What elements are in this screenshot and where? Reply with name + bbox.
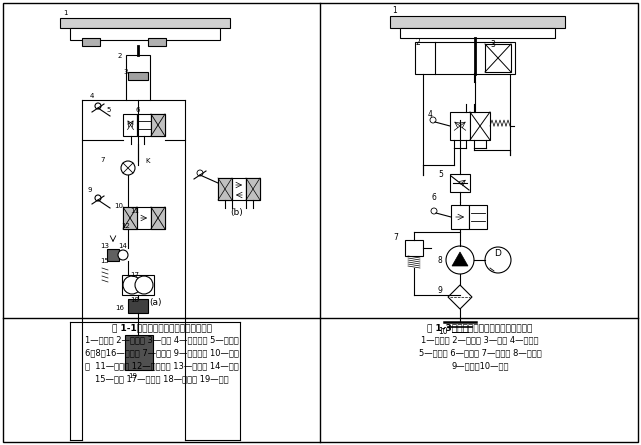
- Bar: [148, 38, 166, 46]
- Circle shape: [446, 246, 474, 274]
- Bar: [128, 72, 148, 80]
- Text: 19: 19: [128, 373, 137, 379]
- Bar: [122, 275, 154, 295]
- Bar: [137, 114, 151, 136]
- Text: 12: 12: [121, 223, 130, 229]
- Text: 9: 9: [88, 187, 92, 193]
- Bar: [218, 178, 232, 200]
- Text: 15: 15: [100, 258, 109, 264]
- Circle shape: [135, 276, 153, 294]
- Text: 9—滤油器10—油箱: 9—滤油器10—油箱: [451, 361, 509, 370]
- Text: 14: 14: [118, 243, 127, 249]
- Bar: [151, 207, 165, 229]
- Text: 3: 3: [123, 69, 128, 75]
- Text: 6: 6: [136, 107, 140, 113]
- Bar: [126, 55, 150, 100]
- Circle shape: [430, 117, 436, 123]
- Text: 18: 18: [130, 297, 139, 303]
- Bar: [450, 112, 470, 140]
- Bar: [70, 28, 220, 40]
- Text: 5: 5: [106, 107, 110, 113]
- Text: 1: 1: [392, 6, 397, 15]
- Text: (b): (b): [231, 208, 244, 217]
- Bar: [470, 112, 490, 140]
- Bar: [123, 207, 137, 229]
- Text: 15—弹簧 17—液压泵 18—滤油器 19—油箱: 15—弹簧 17—液压泵 18—滤油器 19—油箱: [95, 374, 229, 383]
- Circle shape: [121, 161, 135, 175]
- Bar: [137, 207, 151, 229]
- Bar: [151, 207, 165, 229]
- Bar: [405, 240, 423, 256]
- Text: 图 1-3机床工作台液压系统的图形符号图: 图 1-3机床工作台液压系统的图形符号图: [428, 323, 533, 332]
- Bar: [415, 42, 515, 74]
- Circle shape: [123, 276, 141, 294]
- Text: 5—节流阀 6—开停阀 7—溢流阀 8—液压泵: 5—节流阀 6—开停阀 7—溢流阀 8—液压泵: [419, 348, 542, 357]
- Text: 13: 13: [100, 243, 109, 249]
- Text: 1: 1: [63, 10, 67, 16]
- Text: K: K: [145, 158, 149, 164]
- Circle shape: [485, 247, 511, 273]
- Bar: [485, 44, 511, 72]
- Text: 8: 8: [438, 256, 443, 265]
- Bar: [107, 249, 119, 261]
- Bar: [218, 178, 232, 200]
- Text: 7: 7: [100, 157, 104, 163]
- Circle shape: [95, 103, 101, 109]
- Bar: [125, 335, 153, 370]
- Bar: [450, 174, 470, 192]
- Bar: [400, 28, 555, 38]
- Text: 3: 3: [490, 40, 495, 49]
- Text: 9: 9: [438, 286, 443, 295]
- Bar: [246, 178, 260, 200]
- Text: 2: 2: [118, 53, 122, 59]
- Text: 10: 10: [114, 203, 123, 209]
- Bar: [128, 299, 148, 313]
- Text: 1—工作台 2—液压缸 3—活塞 4—换向手柄 5—换向阀: 1—工作台 2—液压缸 3—活塞 4—换向手柄 5—换向阀: [85, 335, 239, 344]
- Bar: [246, 178, 260, 200]
- Text: 4: 4: [428, 110, 433, 119]
- Text: 11: 11: [130, 208, 139, 214]
- Circle shape: [118, 250, 128, 260]
- Bar: [232, 178, 246, 200]
- Circle shape: [95, 195, 101, 201]
- Text: 阀  11—压力管 12—压力支管 13—溢流阀 14—钢球: 阀 11—压力管 12—压力支管 13—溢流阀 14—钢球: [85, 361, 239, 370]
- Bar: [123, 207, 137, 229]
- Text: 10: 10: [438, 327, 447, 336]
- Bar: [451, 205, 469, 229]
- Circle shape: [197, 170, 203, 176]
- Text: D: D: [494, 249, 501, 258]
- Text: 16: 16: [115, 305, 124, 311]
- Text: 2: 2: [416, 38, 420, 47]
- Text: 1—工作台 2—液压缸 3—油塞 4—换向阀: 1—工作台 2—液压缸 3—油塞 4—换向阀: [421, 335, 538, 344]
- Text: 4: 4: [90, 93, 94, 99]
- Bar: [469, 205, 487, 229]
- Circle shape: [431, 208, 437, 214]
- Bar: [60, 18, 230, 28]
- Polygon shape: [452, 252, 468, 266]
- Bar: [82, 38, 100, 46]
- Bar: [151, 114, 165, 136]
- Bar: [390, 16, 565, 28]
- Bar: [151, 114, 165, 136]
- Text: 5: 5: [438, 170, 443, 179]
- Text: 7: 7: [393, 233, 398, 242]
- Text: (a): (a): [149, 298, 162, 307]
- Bar: [123, 114, 137, 136]
- Text: 6，8，16—回油管 7—节流阀 9—开停手柄 10—开停: 6，8，16—回油管 7—节流阀 9—开停手柄 10—开停: [85, 348, 239, 357]
- Text: 6: 6: [431, 193, 436, 202]
- Text: 17: 17: [130, 272, 139, 278]
- Polygon shape: [448, 285, 472, 309]
- Text: 图 1-1机床工作台液压系统工作原理图: 图 1-1机床工作台液压系统工作原理图: [112, 323, 212, 332]
